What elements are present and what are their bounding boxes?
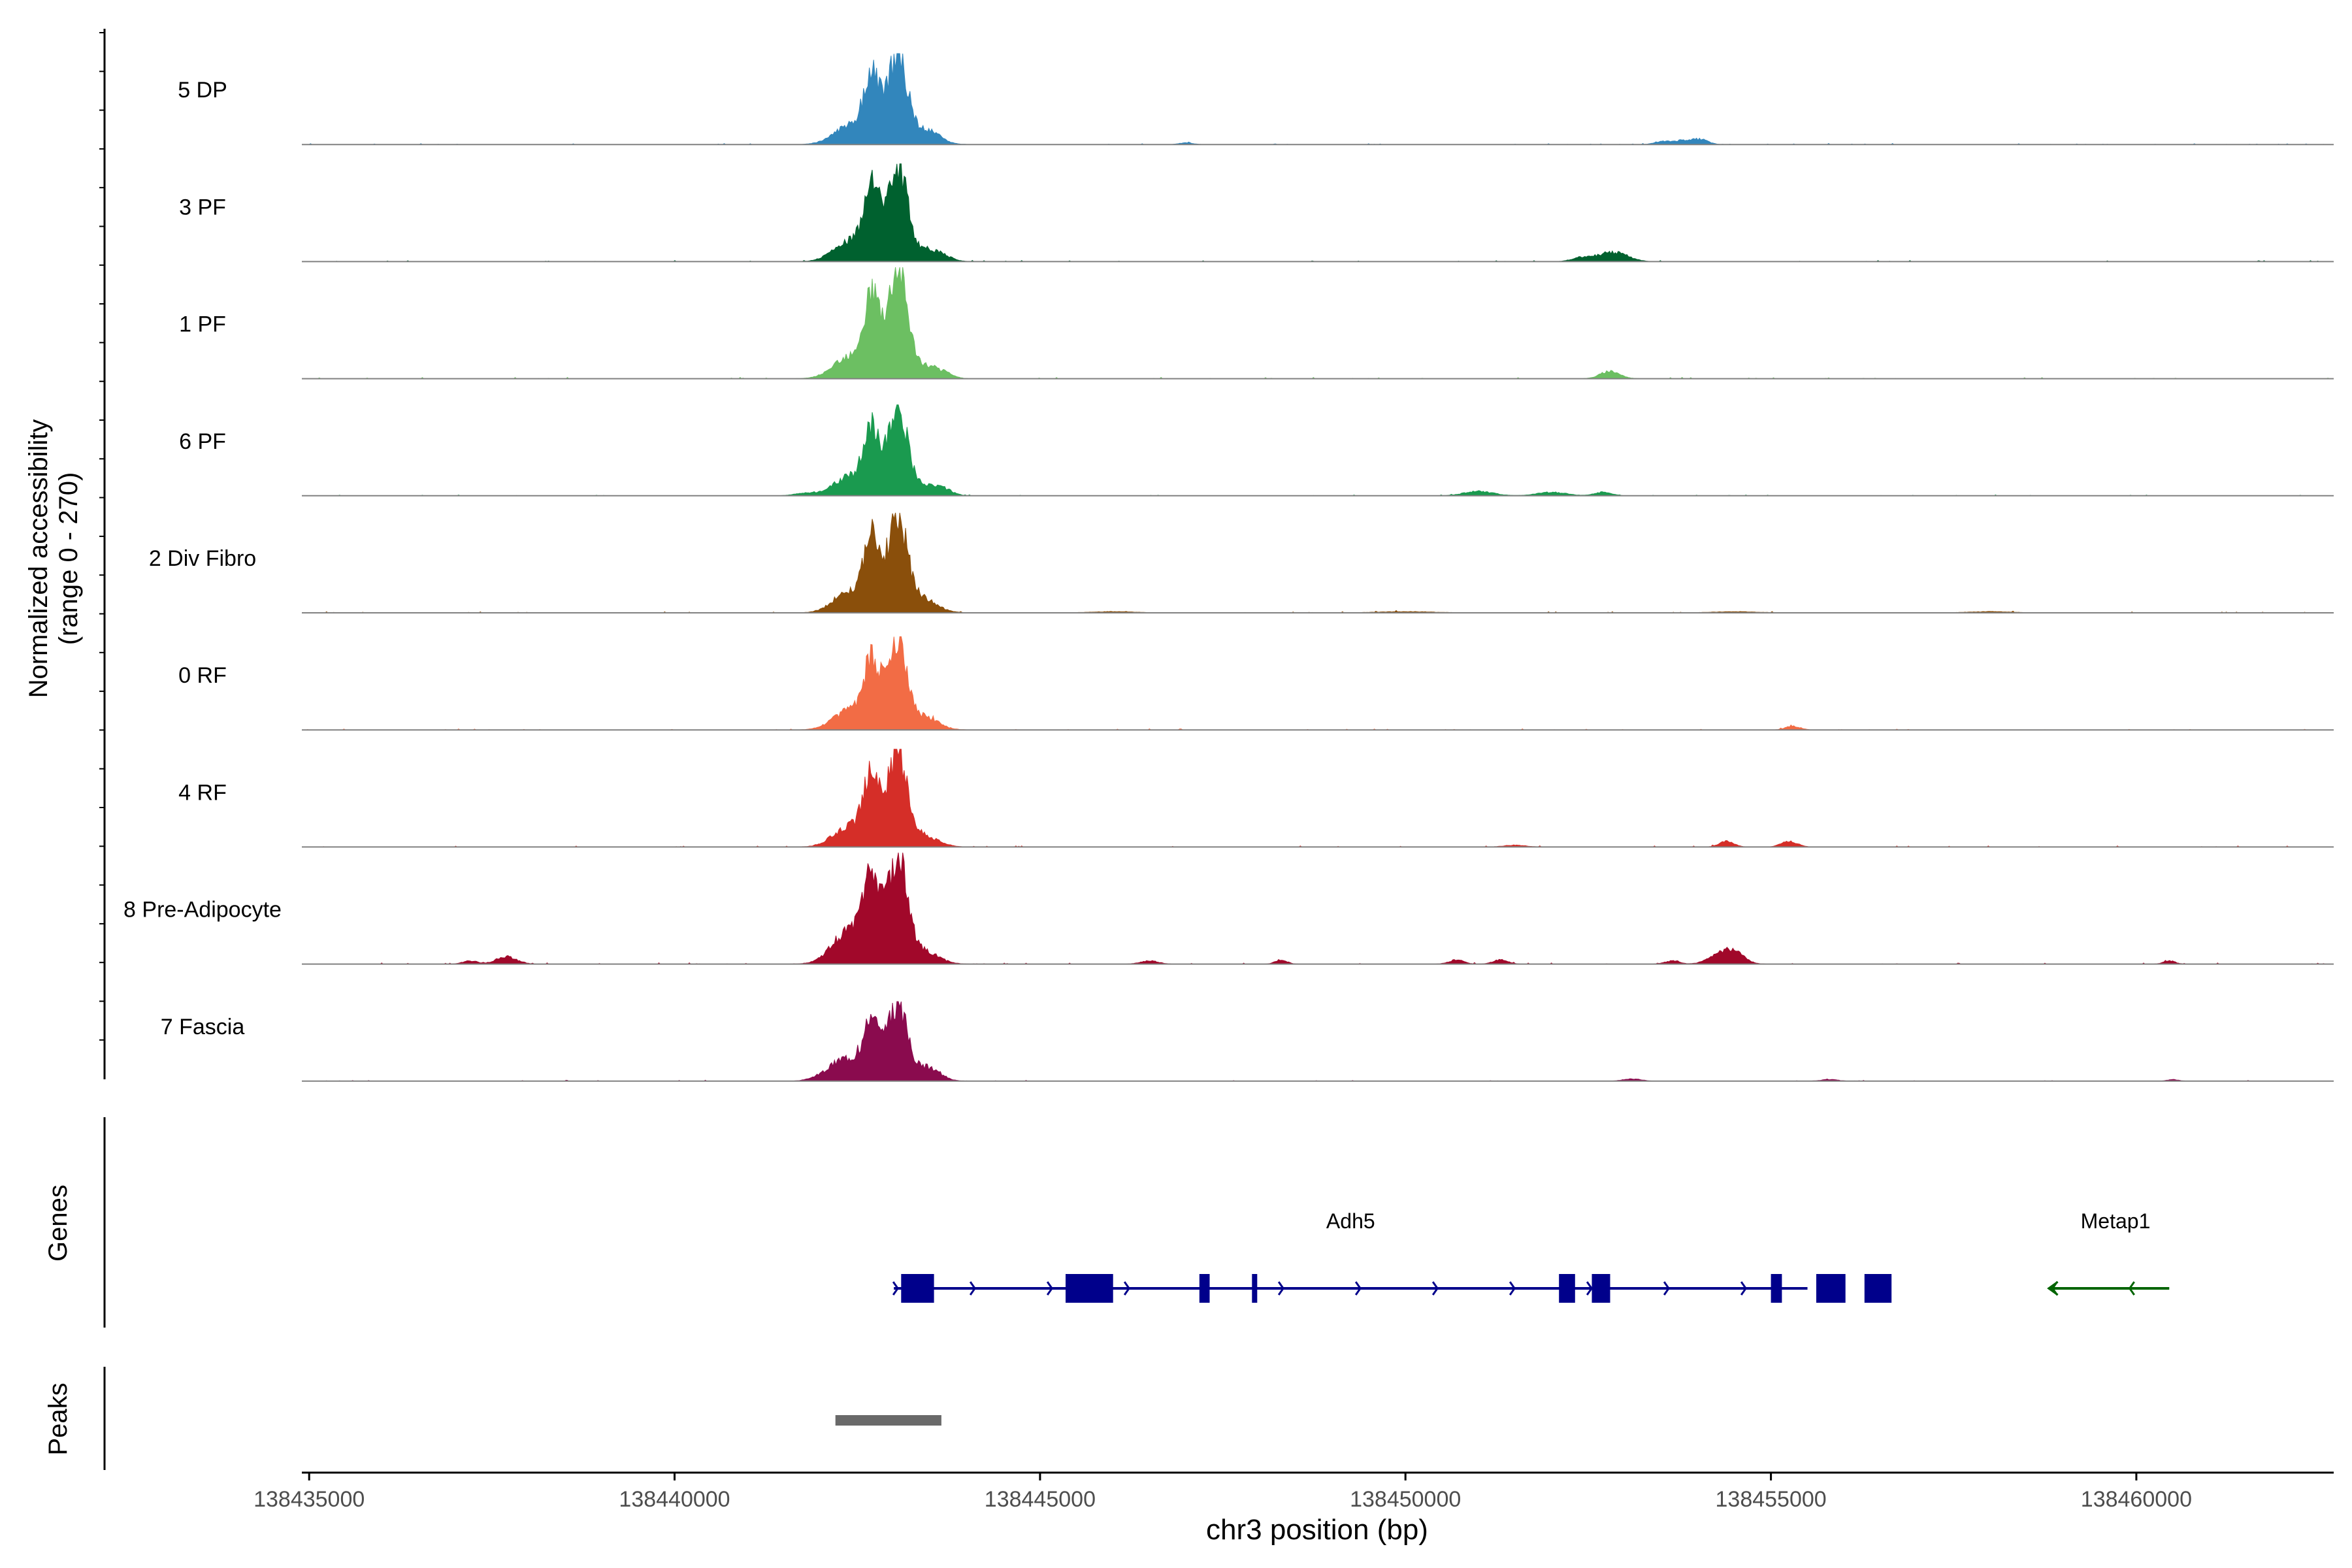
peak-region [835, 1415, 941, 1426]
strand-arrow [1586, 1281, 1593, 1296]
strand-arrow [1046, 1281, 1053, 1296]
strand-arrow [1354, 1281, 1362, 1296]
coverage-tracks: 5 DP 3 PF 1 PF 6 PF 2 Div Fibro 0 RF 4 RF 8 Pre… [123, 53, 2334, 1082]
track-1-pf: 1 PF [179, 267, 2334, 380]
track-2-div-fibro: 2 Div Fibro [149, 512, 2334, 613]
gene-metap1: Metap1 [2047, 1209, 2170, 1296]
track-6-pf: 6 PF [179, 404, 2334, 497]
track-4-rf: 4 RF [178, 749, 2334, 848]
coverage-y-axis-ticks [99, 32, 105, 1041]
exon [1199, 1274, 1210, 1303]
exon [1771, 1274, 1782, 1303]
exon [1252, 1274, 1258, 1303]
peak-track [835, 1415, 941, 1426]
track-label: 2 Div Fibro [149, 546, 256, 571]
track-label: 1 PF [179, 312, 226, 337]
gene-track: Adh5 Metap1 [892, 1209, 2170, 1303]
track-label: 7 Fascia [161, 1015, 245, 1039]
track-label: 3 PF [179, 195, 226, 220]
exon [1816, 1274, 1846, 1303]
track-label: 4 RF [178, 780, 227, 805]
exon [1066, 1274, 1113, 1303]
x-tick-label: 138450000 [1350, 1487, 1461, 1512]
track-3-pf: 3 PF [179, 163, 2334, 263]
gene-label: Metap1 [2081, 1209, 2151, 1233]
y-axis-title-line1: Normalized accessibility [24, 419, 53, 698]
x-tick-label: 138440000 [619, 1487, 730, 1512]
strand-arrow [2047, 1281, 2059, 1296]
track-7-fascia: 7 Fascia [161, 1001, 2334, 1082]
x-axis-ticks: 138435000 138440000 138445000 138450000 1384… [253, 1473, 2192, 1512]
track-label: 0 RF [178, 663, 227, 688]
strand-arrow [1663, 1281, 1670, 1296]
exon [1592, 1274, 1610, 1303]
track-label: 6 PF [179, 429, 226, 454]
strand-arrow [1509, 1281, 1516, 1296]
strand-arrow [1123, 1281, 1130, 1296]
strand-arrow [1740, 1281, 1747, 1296]
gene-label: Adh5 [1326, 1209, 1375, 1233]
strand-arrow [969, 1281, 976, 1296]
peaks-track-title: Peaks [44, 1382, 73, 1455]
track-5-dp: 5 DP [178, 53, 2334, 146]
strand-arrow [892, 1281, 899, 1296]
track-label: 5 DP [178, 78, 227, 103]
strand-arrow [2128, 1281, 2135, 1296]
track-0-rf: 0 RF [178, 636, 2334, 731]
x-tick-label: 138460000 [2081, 1487, 2192, 1512]
x-tick-label: 138445000 [985, 1487, 1096, 1512]
strand-arrow [1277, 1281, 1284, 1296]
genes-track-title: Genes [44, 1184, 73, 1262]
gene-adh5: Adh5 [892, 1209, 1892, 1303]
y-axis-title-line2: (range 0 - 270) [54, 472, 83, 645]
x-tick-label: 138455000 [1716, 1487, 1827, 1512]
x-tick-label: 138435000 [253, 1487, 365, 1512]
track-8-pre-adipocyte: 8 Pre-Adipocyte [123, 853, 2334, 965]
exon [1559, 1274, 1575, 1303]
exon [1864, 1274, 1892, 1303]
strand-arrow [1431, 1281, 1439, 1296]
track-label: 8 Pre-Adipocyte [123, 898, 282, 923]
exon [901, 1274, 934, 1303]
x-axis-title: chr3 position (bp) [1206, 1514, 1428, 1546]
